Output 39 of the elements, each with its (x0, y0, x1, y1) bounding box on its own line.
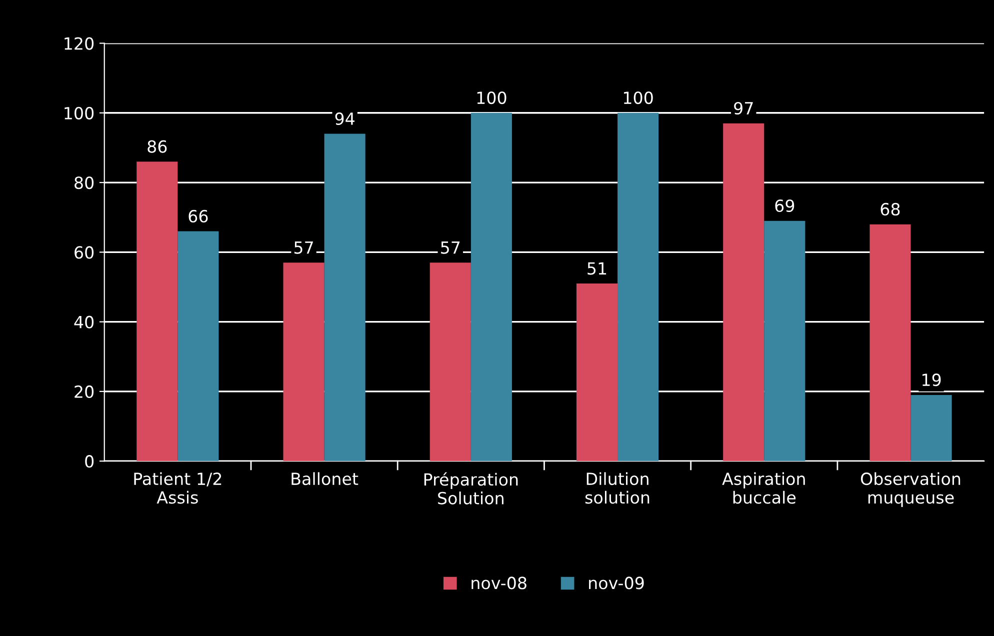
bar (470, 112, 512, 462)
data-label: 19 (922, 374, 941, 386)
data-label: 100 (477, 92, 506, 104)
data-label: 86 (148, 140, 167, 153)
y-tick-label: 0 (85, 455, 94, 468)
data-label: 69 (775, 199, 794, 212)
data-label: 68 (880, 202, 900, 216)
x-tick-label: Préparation Solution (424, 472, 518, 504)
bar (283, 262, 324, 462)
bar (618, 112, 659, 462)
x-tick-label: Dilution solution (585, 472, 650, 504)
bar (576, 284, 618, 462)
legend-label: nov-08 (472, 576, 526, 590)
y-tick-label: 80 (74, 176, 94, 190)
bar (324, 134, 366, 462)
bar (178, 231, 219, 462)
data-label: 57 (441, 241, 460, 254)
bar (870, 224, 911, 462)
x-tick-label: Patient 1/2 Assis (134, 472, 222, 504)
x-tick-label: Ballonet (292, 472, 358, 486)
bar (723, 123, 764, 462)
data-label: 94 (335, 112, 354, 125)
data-label: 100 (624, 92, 653, 104)
bar (764, 220, 806, 462)
bar (430, 262, 471, 462)
x-tick-label: Observation muqueuse (860, 472, 960, 508)
y-tick-label: 20 (74, 385, 94, 398)
legend-label: nov-09 (589, 576, 644, 590)
bar (136, 162, 178, 462)
y-tick-label: 100 (64, 106, 94, 120)
data-label: 97 (734, 102, 753, 115)
y-tick-label: 120 (64, 37, 94, 50)
y-tick-label: 40 (74, 316, 94, 328)
data-label: 66 (188, 210, 208, 222)
bar (910, 394, 952, 462)
x-tick-label: Aspiration buccale (722, 472, 805, 504)
data-label: 51 (588, 262, 606, 275)
data-label: 57 (294, 241, 313, 254)
y-tick-label: 60 (74, 246, 94, 259)
